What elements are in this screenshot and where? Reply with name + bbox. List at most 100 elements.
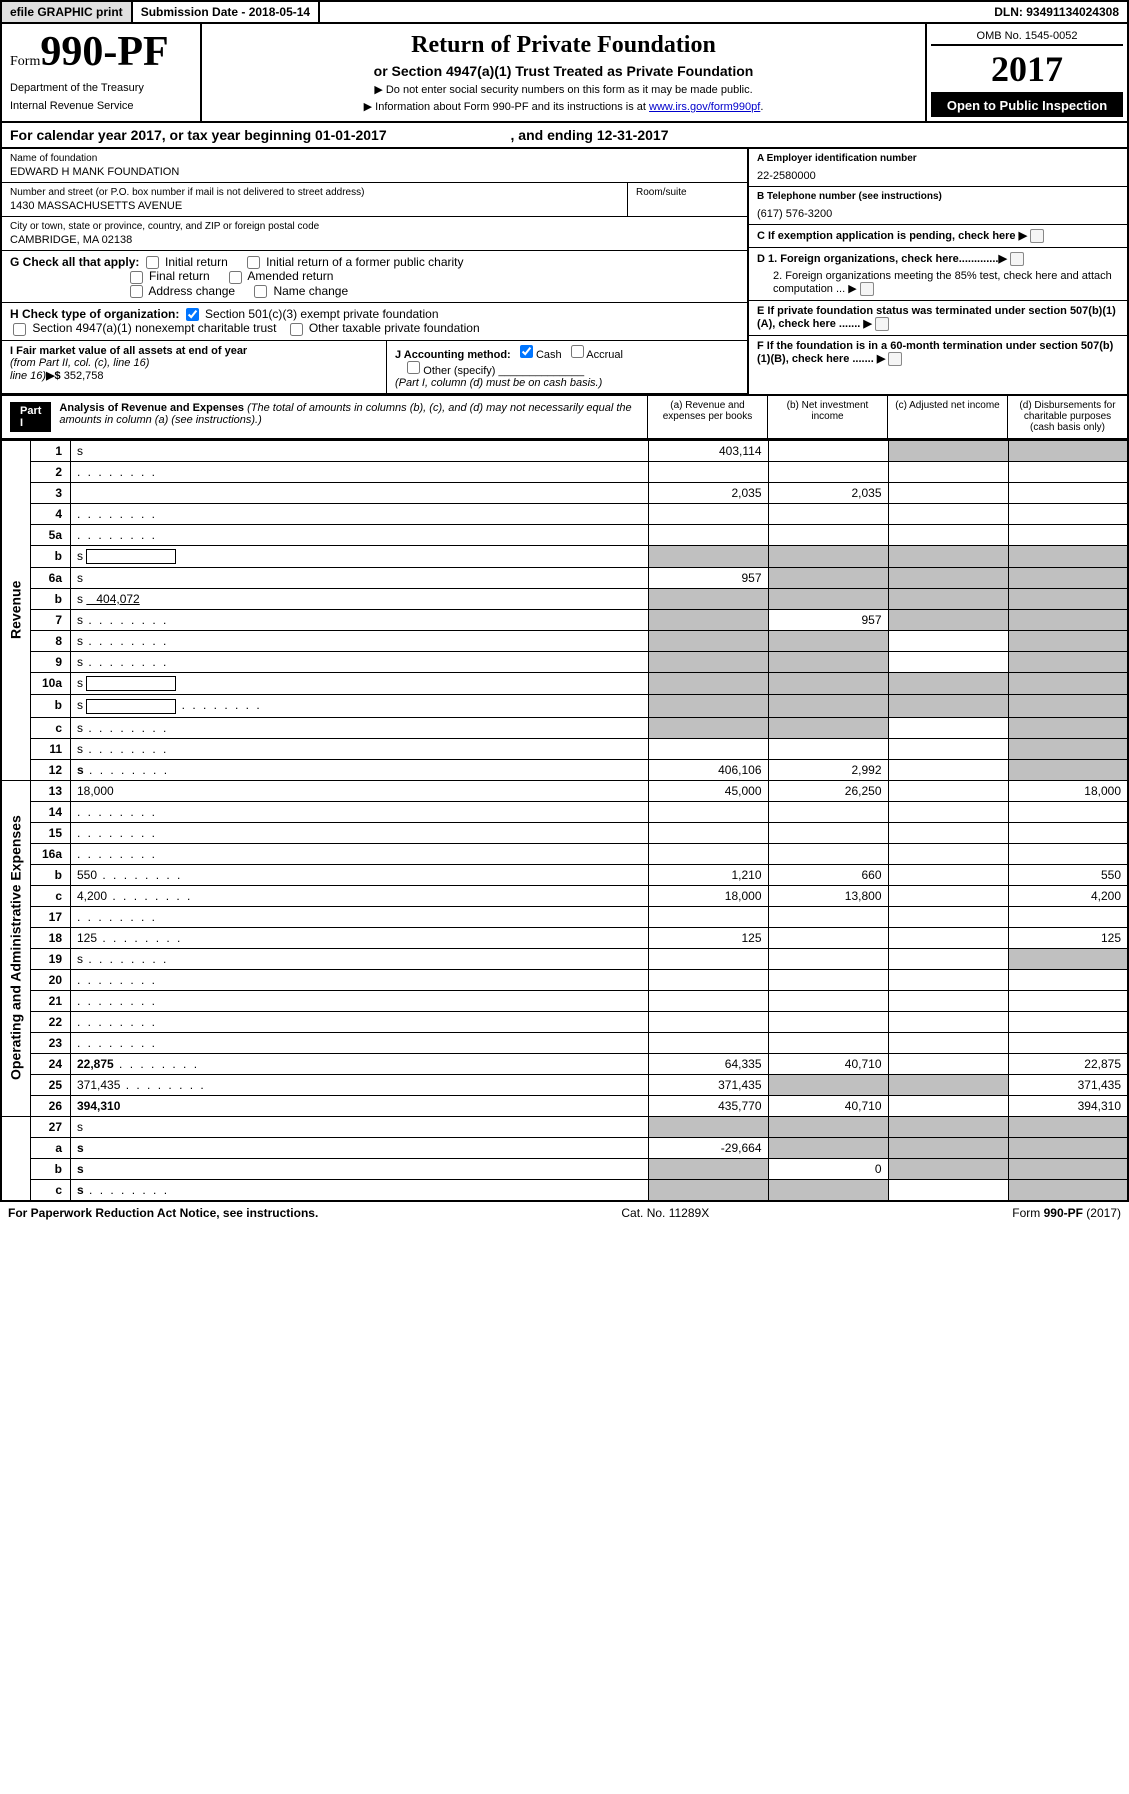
g-opt-5-checkbox[interactable] — [254, 285, 267, 298]
table-row: 17 — [1, 906, 1128, 927]
line-number: 12 — [31, 759, 71, 780]
g-opt-4-checkbox[interactable] — [130, 285, 143, 298]
table-row: 10as — [1, 672, 1128, 694]
g-opt-0-checkbox[interactable] — [146, 256, 159, 269]
table-row: 25371,435371,435371,435 — [1, 1074, 1128, 1095]
cell-value — [888, 461, 1008, 482]
line-number: 21 — [31, 990, 71, 1011]
line-desc — [71, 1032, 649, 1053]
form-subtitle: or Section 4947(a)(1) Trust Treated as P… — [210, 63, 917, 79]
cell-value — [1008, 906, 1128, 927]
cell-value: 0 — [768, 1158, 888, 1179]
phone-label: B Telephone number (see instructions) — [757, 191, 1119, 202]
submission-date: Submission Date - 2018-05-14 — [133, 2, 320, 22]
part1-header-row: Part I Analysis of Revenue and Expenses … — [0, 396, 1129, 440]
j-other: Other (specify) — [423, 365, 495, 377]
ein-cell: A Employer identification number 22-2580… — [749, 149, 1127, 187]
cell-shaded — [1008, 759, 1128, 780]
cell-value: 125 — [648, 927, 768, 948]
cell-value — [888, 927, 1008, 948]
e-label: E If private foundation status was termi… — [757, 305, 1116, 330]
table-row: 20 — [1, 969, 1128, 990]
table-row: 11s — [1, 738, 1128, 759]
cell-value — [888, 864, 1008, 885]
cell-value — [1008, 482, 1128, 503]
cell-value — [888, 843, 1008, 864]
line-number: 10a — [31, 672, 71, 694]
i-cell: I Fair market value of all assets at end… — [2, 341, 387, 393]
cell-value — [888, 503, 1008, 524]
cy-pre: For calendar year 2017, or tax year begi… — [10, 127, 315, 143]
irs-label: Internal Revenue Service — [10, 100, 192, 112]
line-desc — [71, 990, 649, 1011]
cell-value — [648, 990, 768, 1011]
line-number: 16a — [31, 843, 71, 864]
cell-value — [888, 801, 1008, 822]
efile-print-button[interactable]: efile GRAPHIC print — [2, 2, 133, 22]
open-public-badge: Open to Public Inspection — [931, 94, 1123, 117]
e-checkbox[interactable] — [875, 317, 889, 331]
cell-value: 406,106 — [648, 759, 768, 780]
h-501c3-checkbox[interactable] — [186, 308, 199, 321]
cell-shaded — [888, 588, 1008, 609]
line-desc: 394,310 — [71, 1095, 649, 1116]
cell-value — [768, 969, 888, 990]
table-row: 14 — [1, 801, 1128, 822]
dln: DLN: 93491134024308 — [986, 2, 1127, 22]
h-other-checkbox[interactable] — [290, 323, 303, 336]
h-opt3: Other taxable private foundation — [309, 321, 480, 335]
cell-value — [888, 948, 1008, 969]
cell-value: 18,000 — [1008, 780, 1128, 801]
f-cell: F If the foundation is in a 60-month ter… — [749, 336, 1127, 370]
line-desc: 371,435 — [71, 1074, 649, 1095]
line-number: 1 — [31, 440, 71, 461]
cell-shaded — [888, 567, 1008, 588]
d1-checkbox[interactable] — [1010, 252, 1024, 266]
cell-value — [1008, 1011, 1128, 1032]
j-accrual-checkbox[interactable] — [571, 345, 584, 358]
line-number: 2 — [31, 461, 71, 482]
form-id-block: Form990-PF Department of the Treasury In… — [2, 24, 202, 121]
table-row: bs 404,072 — [1, 588, 1128, 609]
cell-shaded — [648, 588, 768, 609]
cell-shaded — [648, 630, 768, 651]
d2-label: 2. Foreign organizations meeting the 85%… — [773, 270, 1112, 295]
j-cash-checkbox[interactable] — [520, 345, 533, 358]
cy-end: 12-31-2017 — [597, 127, 669, 143]
line-number: 3 — [31, 482, 71, 503]
j-other-checkbox[interactable] — [407, 361, 420, 374]
info-note-pre: ▶ Information about Form 990-PF and its … — [364, 101, 649, 113]
f-checkbox[interactable] — [888, 352, 902, 366]
line-desc: s — [71, 695, 649, 717]
line-number: 23 — [31, 1032, 71, 1053]
cell-shaded — [888, 545, 1008, 567]
cell-value — [768, 990, 888, 1011]
form-number: 990-PF — [40, 29, 168, 75]
line-desc: 18,000 — [71, 780, 649, 801]
cell-value: 957 — [768, 609, 888, 630]
cell-value — [1008, 822, 1128, 843]
table-row: 2 — [1, 461, 1128, 482]
col-a-head: (a) Revenue and expenses per books — [647, 396, 767, 438]
h-4947-checkbox[interactable] — [13, 323, 26, 336]
g-opt-1-checkbox[interactable] — [247, 256, 260, 269]
h-opt1: Section 501(c)(3) exempt private foundat… — [205, 307, 438, 321]
cell-value: 40,710 — [768, 1053, 888, 1074]
cell-shaded — [1008, 1137, 1128, 1158]
address: 1430 MASSACHUSETTS AVENUE — [10, 200, 619, 212]
line-number: c — [31, 1179, 71, 1201]
table-row: bs — [1, 545, 1128, 567]
irs-link[interactable]: www.irs.gov/form990pf — [649, 101, 760, 113]
line-number: 18 — [31, 927, 71, 948]
c-checkbox[interactable] — [1030, 229, 1044, 243]
cell-value — [768, 1032, 888, 1053]
d2-checkbox[interactable] — [860, 282, 874, 296]
g-opt-2-checkbox[interactable] — [130, 271, 143, 284]
cell-shaded — [648, 1158, 768, 1179]
cell-shaded — [1008, 948, 1128, 969]
room-cell: Room/suite — [627, 183, 747, 216]
g-opt-3-checkbox[interactable] — [229, 271, 242, 284]
line-desc: s — [71, 440, 649, 461]
line-desc — [71, 461, 649, 482]
cell-shaded — [1008, 440, 1128, 461]
